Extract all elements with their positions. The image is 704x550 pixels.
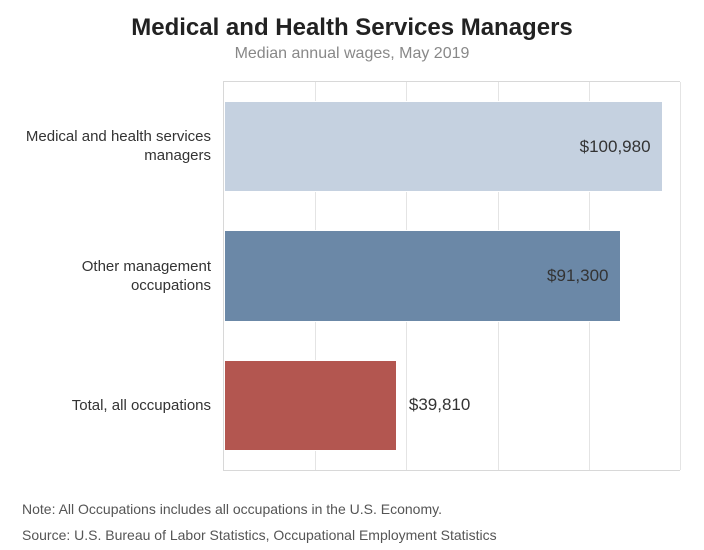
note-text: Note: All Occupations includes all occup… xyxy=(22,501,686,517)
chart: Medical and health services managersOthe… xyxy=(24,81,680,471)
bar-rows: $100,980 $91,300 $39,810 xyxy=(224,82,680,470)
bar-row: $100,980 xyxy=(224,82,680,211)
chart-title: Medical and Health Services Managers xyxy=(18,14,686,42)
bar-row: $39,810 xyxy=(224,341,680,470)
y-axis-labels: Medical and health services managersOthe… xyxy=(24,81,224,471)
bar-value-label: $39,810 xyxy=(409,395,470,415)
gridline xyxy=(680,82,681,470)
bar-row: $91,300 xyxy=(224,211,680,340)
source-text: Source: U.S. Bureau of Labor Statistics,… xyxy=(22,527,686,543)
chart-subtitle: Median annual wages, May 2019 xyxy=(18,45,686,63)
bar-value-label: $100,980 xyxy=(580,137,651,157)
category-label: Other management occupations xyxy=(24,211,223,341)
footer-notes: Note: All Occupations includes all occup… xyxy=(18,501,686,543)
bar-value-label: $91,300 xyxy=(547,266,608,286)
plot-area: $100,980 $91,300 $39,810 xyxy=(224,81,680,471)
category-label: Total, all occupations xyxy=(24,341,223,471)
bar xyxy=(224,360,397,451)
category-label: Medical and health services managers xyxy=(24,81,223,211)
